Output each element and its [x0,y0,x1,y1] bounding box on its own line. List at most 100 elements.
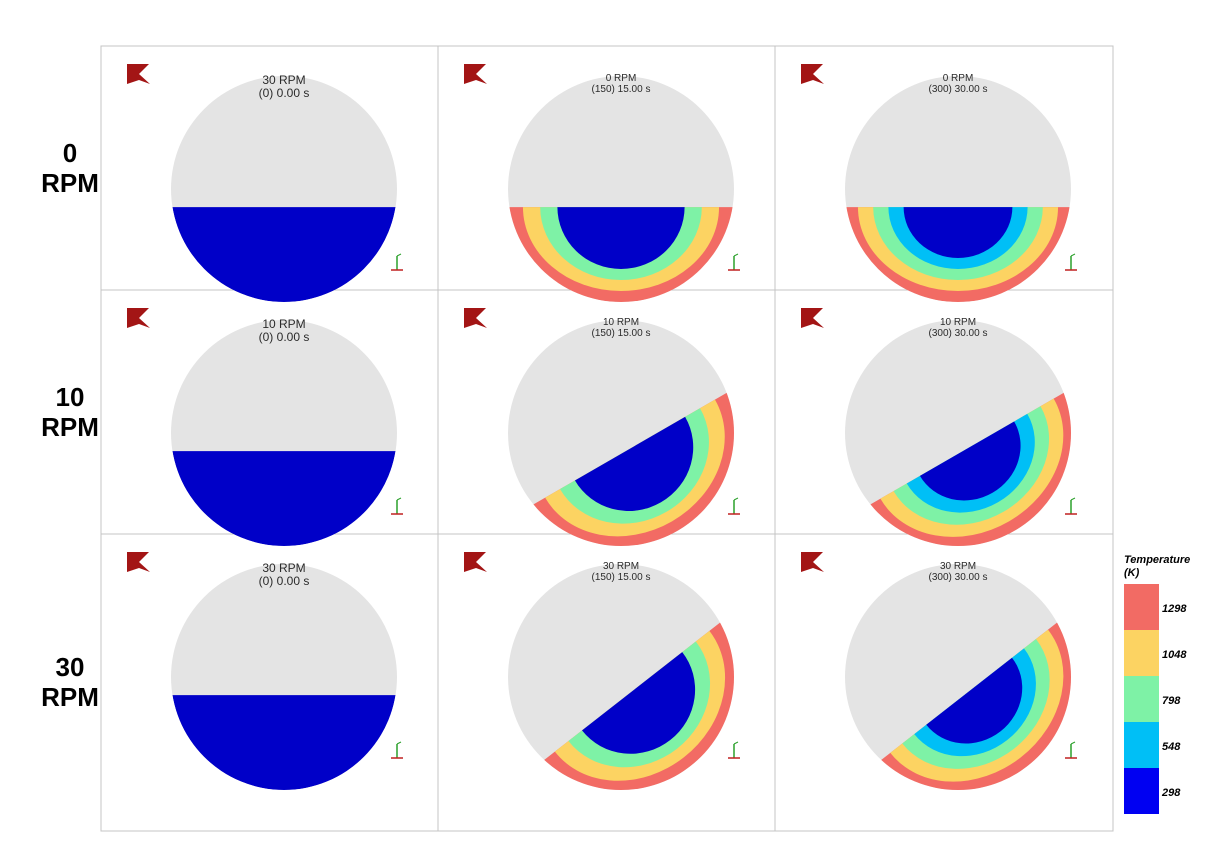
simulation-logo [801,64,824,84]
axes-triad-icon [391,741,403,759]
grid-frame [100,45,1114,832]
legend-swatch [1124,584,1159,630]
particle-bed [508,207,734,302]
row-label-value: 30 [56,652,85,682]
simulation-panel: 10 RPM(0) 0.00 s [127,308,403,546]
particle-bed-layers [171,695,397,790]
axes-triad-icon [728,253,740,271]
legend-swatch [1124,722,1159,768]
legend-tick-label: 798 [1162,695,1181,707]
panel-caption-time: (150) 15.00 s [592,84,651,95]
panel-caption-rpm: 0 RPM [606,73,637,84]
legend-swatch [1124,676,1159,722]
row-label-30-rpm: 30 RPM [41,652,99,712]
particle-bed-layers [508,207,734,302]
legend-swatch [1124,768,1159,814]
simulation-panel: 30 RPM(0) 0.00 s [127,64,403,302]
particle-bed-layers [171,207,397,302]
particle-bed-layers [171,451,397,546]
panel-caption-rpm: 30 RPM [262,561,305,575]
logo-mark [801,64,824,84]
simulation-logo [464,308,487,328]
legend-colorbar [1124,584,1159,814]
logo-mark [127,552,150,572]
panel-caption-rpm: 30 RPM [262,73,305,87]
panel-caption-rpm: 10 RPM [262,317,305,331]
axis-tip [1070,741,1076,745]
legend-unit: (K) [1124,567,1140,579]
row-label-10-rpm: 10 RPM [41,382,99,442]
axes-triad-icon [728,741,740,759]
simulation-logo [127,552,150,572]
panel-caption-time: (300) 30.00 s [929,84,988,95]
legend-tick-label: 298 [1161,787,1181,799]
panel-caption-rpm: 30 RPM [603,561,639,572]
temperature-layer [903,207,1013,258]
legend-swatch [1124,630,1159,676]
panel-caption-time: (150) 15.00 s [592,572,651,583]
logo-mark [464,552,487,572]
panel-caption-time: (300) 30.00 s [929,328,988,339]
simulation-panel: 30 RPM(150) 15.00 s [464,552,740,790]
cold-particles [171,207,397,302]
legend-tick-label: 548 [1162,741,1181,753]
axis-tip [733,741,739,745]
legend-tick-label: 1298 [1162,603,1187,615]
temperature-legend: Temperature (K) 1298 1048 798 548 298 [1124,554,1190,814]
axes-triad-icon [1065,741,1077,759]
axes-triad-icon [1065,497,1077,515]
axis-tip [396,497,402,501]
simulation-logo [127,308,150,328]
axes-triad-icon [391,253,403,271]
logo-mark [127,64,150,84]
panel-caption-time: (150) 15.00 s [592,328,651,339]
panel-caption-time: (0) 0.00 s [259,330,310,344]
legend-tick-label: 1048 [1162,649,1187,661]
panel-caption-time: (0) 0.00 s [259,574,310,588]
row-label-0-rpm: 0 RPM [41,138,99,198]
legend-title: Temperature [1124,554,1190,566]
axis-tip [733,253,739,257]
simulation-panel: 10 RPM(150) 15.00 s [464,308,740,546]
axis-tip [733,497,739,501]
panel-caption-rpm: 10 RPM [940,317,976,328]
panel-caption-rpm: 10 RPM [603,317,639,328]
row-label-value: 10 [56,382,85,412]
simulation-logo [801,308,824,328]
logo-mark [464,64,487,84]
axis-tip [396,253,402,257]
cold-particles [171,451,397,546]
simulation-logo [464,64,487,84]
particle-bed [171,695,397,790]
axes-triad-icon [1065,253,1077,271]
simulation-logo [464,552,487,572]
panel-caption-time: (0) 0.00 s [259,86,310,100]
row-label-value: 0 [63,138,77,168]
row-label-unit: RPM [41,412,99,442]
axis-tip [1070,253,1076,257]
simulation-logo [127,64,150,84]
axes-triad-icon [391,497,403,515]
particle-bed-layers [845,207,1071,302]
simulation-panels: 30 RPM(0) 0.00 s0 RPM(150) 15.00 s0 RPM(… [127,64,1077,790]
particle-bed [171,451,397,546]
simulation-panel: 30 RPM(0) 0.00 s [127,552,403,790]
particle-bed [845,207,1071,302]
panel-caption-rpm: 30 RPM [940,561,976,572]
simulation-panel: 30 RPM(300) 30.00 s [801,552,1077,790]
simulation-panel: 10 RPM(300) 30.00 s [801,308,1077,546]
simulation-logo [801,552,824,572]
logo-mark [801,308,824,328]
temperature-layer [557,207,685,269]
particle-bed [171,207,397,302]
cold-particles [171,695,397,790]
axis-tip [396,741,402,745]
legend-ticks: 1298 1048 798 548 298 [1161,603,1187,799]
axes-triad-icon [728,497,740,515]
axis-tip [1070,497,1076,501]
logo-mark [801,552,824,572]
logo-mark [127,308,150,328]
simulation-panel: 0 RPM(300) 30.00 s [801,64,1077,302]
panel-caption-time: (300) 30.00 s [929,572,988,583]
